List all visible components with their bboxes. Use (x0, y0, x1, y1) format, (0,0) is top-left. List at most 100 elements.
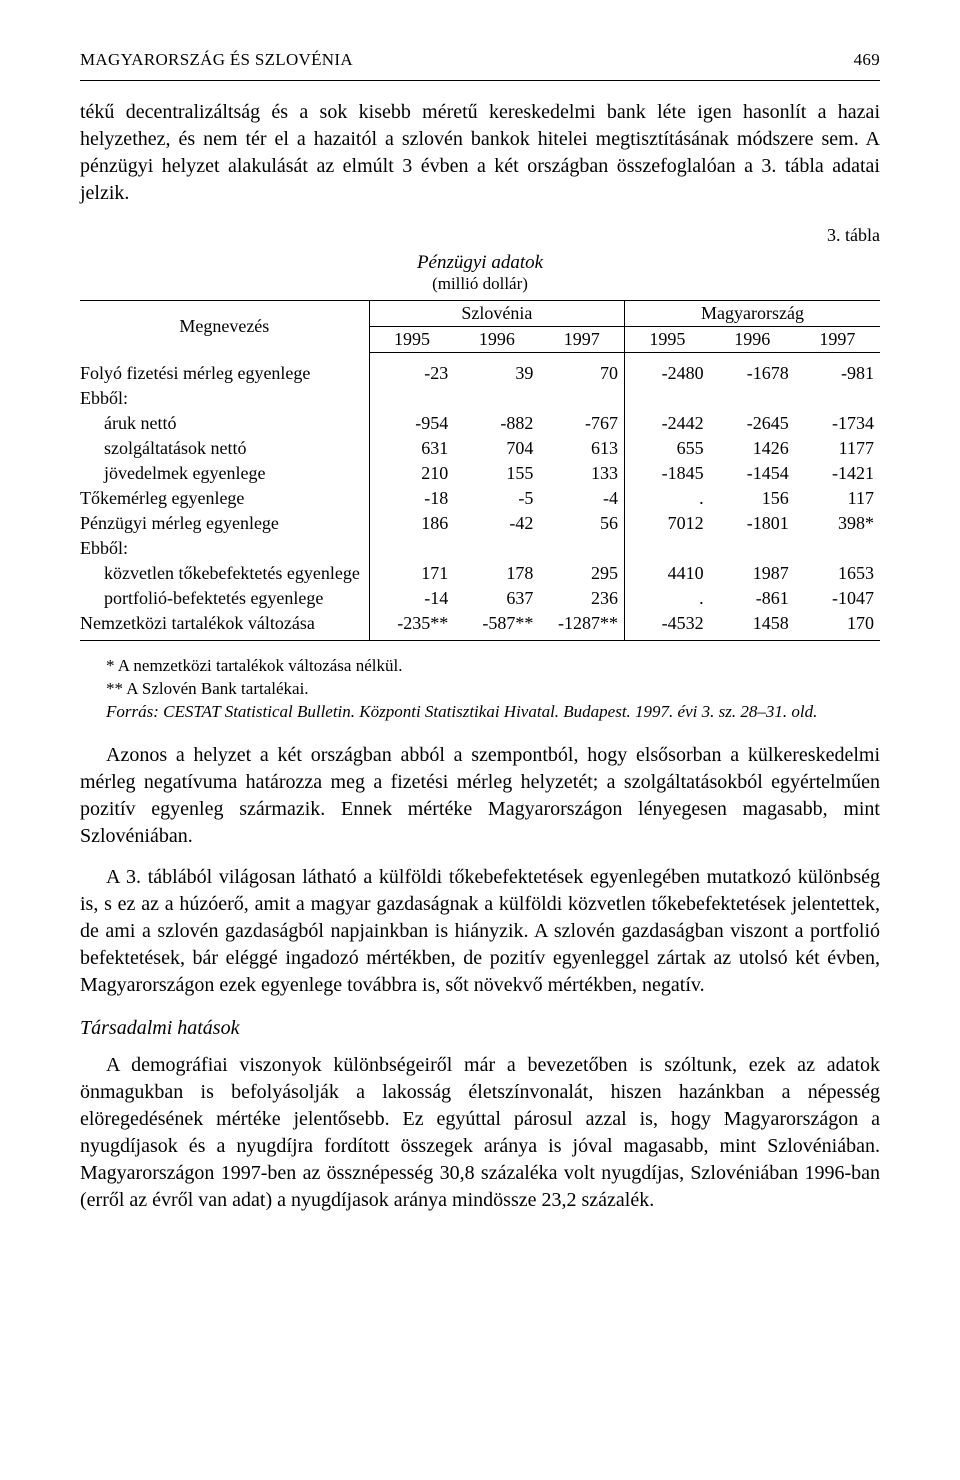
page-container: MAGYARORSZÁG ÉS SZLOVÉNIA 469 tékű decen… (0, 0, 960, 1288)
row-label: áruk nettó (80, 411, 369, 436)
table-cell: -1047 (795, 586, 880, 611)
table-cell: 398* (795, 511, 880, 536)
table-row: közvetlen tőkebefektetés egyenlege171178… (80, 561, 880, 586)
row-label: Folyó fizetési mérleg egyenlege (80, 353, 369, 387)
year-header: 1996 (454, 327, 539, 353)
row-label: Ebből: (80, 536, 369, 561)
table-cell (369, 386, 454, 411)
table-row: szolgáltatások nettó63170461365514261177 (80, 436, 880, 461)
table-cell: -1454 (710, 461, 795, 486)
table-cell (795, 536, 880, 561)
table-cell: 1177 (795, 436, 880, 461)
table-cell (454, 536, 539, 561)
table-cell: -23 (369, 353, 454, 387)
table-cell: -42 (454, 511, 539, 536)
footnote-source-text: Forrás: CESTAT Statistical Bulletin. Köz… (106, 702, 817, 721)
table-title: Pénzügyi adatok (80, 252, 880, 274)
table-cell: 155 (454, 461, 539, 486)
running-head-rule (80, 80, 880, 81)
row-label: Tőkemérleg egyenlege (80, 486, 369, 511)
table-row: Pénzügyi mérleg egyenlege186-42567012-18… (80, 511, 880, 536)
table-row: Ebből: (80, 536, 880, 561)
table-cell: 1653 (795, 561, 880, 586)
table-cell: 637 (454, 586, 539, 611)
table-cell (710, 536, 795, 561)
table-cell: -1801 (710, 511, 795, 536)
group-header-hungary: Magyarország (625, 301, 880, 327)
paragraph-4: A demográfiai viszonyok különbségeiről m… (80, 1052, 880, 1214)
table-cell (795, 386, 880, 411)
table-cell: 655 (625, 436, 710, 461)
paragraph-1: tékű decentralizáltság és a sok kisebb m… (80, 99, 880, 207)
table-cell: 56 (539, 511, 624, 536)
table-cell: 170 (795, 611, 880, 641)
table-cell (539, 386, 624, 411)
row-label: Nemzetközi tartalékok változása (80, 611, 369, 641)
table-cell (710, 386, 795, 411)
row-label: jövedelmek egyenlege (80, 461, 369, 486)
row-label: portfolió-befektetés egyenlege (80, 586, 369, 611)
year-header: 1996 (710, 327, 795, 353)
table-cell (539, 536, 624, 561)
year-header: 1995 (625, 327, 710, 353)
running-head: MAGYARORSZÁG ÉS SZLOVÉNIA 469 (80, 50, 880, 70)
footnote-1: * A nemzetközi tartalékok változása nélk… (80, 655, 880, 678)
table-row: Folyó fizetési mérleg egyenlege-233970-2… (80, 353, 880, 387)
year-header: 1997 (795, 327, 880, 353)
table-cell: -4532 (625, 611, 710, 641)
table-cell: 1987 (710, 561, 795, 586)
group-header-slovenia: Szlovénia (369, 301, 624, 327)
table-cell: -981 (795, 353, 880, 387)
table-cell: -2480 (625, 353, 710, 387)
table-subtitle: (millió dollár) (80, 274, 880, 294)
table-cell: 704 (454, 436, 539, 461)
row-label: Ebből: (80, 386, 369, 411)
table-cell (625, 536, 710, 561)
table-cell: -2645 (710, 411, 795, 436)
table-row: Nemzetközi tartalékok változása-235**-58… (80, 611, 880, 641)
table-cell (625, 386, 710, 411)
column-label: Megnevezés (80, 301, 369, 353)
running-head-left: MAGYARORSZÁG ÉS SZLOVÉNIA (80, 50, 353, 70)
year-header: 1995 (369, 327, 454, 353)
table-cell: 613 (539, 436, 624, 461)
table-cell: -18 (369, 486, 454, 511)
section-heading: Társadalmi hatások (80, 1017, 880, 1040)
table-cell: 295 (539, 561, 624, 586)
year-header: 1997 (539, 327, 624, 353)
table-cell: -587** (454, 611, 539, 641)
table-cell (369, 536, 454, 561)
table-row: Tőkemérleg egyenlege-18-5-4.156117 (80, 486, 880, 511)
table-row: jövedelmek egyenlege210155133-1845-1454-… (80, 461, 880, 486)
paragraph-2: Azonos a helyzet a két országban abból a… (80, 742, 880, 850)
table-cell: -235** (369, 611, 454, 641)
table-footnotes: * A nemzetközi tartalékok változása nélk… (80, 655, 880, 724)
table-cell: -767 (539, 411, 624, 436)
table-cell: 171 (369, 561, 454, 586)
table-cell: 156 (710, 486, 795, 511)
table-cell: 631 (369, 436, 454, 461)
row-label: közvetlen tőkebefektetés egyenlege (80, 561, 369, 586)
row-label: Pénzügyi mérleg egyenlege (80, 511, 369, 536)
table-cell: 133 (539, 461, 624, 486)
table-cell: -882 (454, 411, 539, 436)
table-tag: 3. tábla (80, 225, 880, 246)
table-cell: -1287** (539, 611, 624, 641)
table-cell: -1845 (625, 461, 710, 486)
table-cell: 1426 (710, 436, 795, 461)
table-cell: -1734 (795, 411, 880, 436)
table-cell: -2442 (625, 411, 710, 436)
table-cell: -4 (539, 486, 624, 511)
table-cell: 4410 (625, 561, 710, 586)
table-cell: -954 (369, 411, 454, 436)
table-cell: 70 (539, 353, 624, 387)
table-cell: -861 (710, 586, 795, 611)
table-cell: 1458 (710, 611, 795, 641)
table-cell: 178 (454, 561, 539, 586)
table-cell: -14 (369, 586, 454, 611)
table-cell: 7012 (625, 511, 710, 536)
table-row: Ebből: (80, 386, 880, 411)
table-cell: 236 (539, 586, 624, 611)
page-number: 469 (854, 50, 880, 70)
row-label: szolgáltatások nettó (80, 436, 369, 461)
